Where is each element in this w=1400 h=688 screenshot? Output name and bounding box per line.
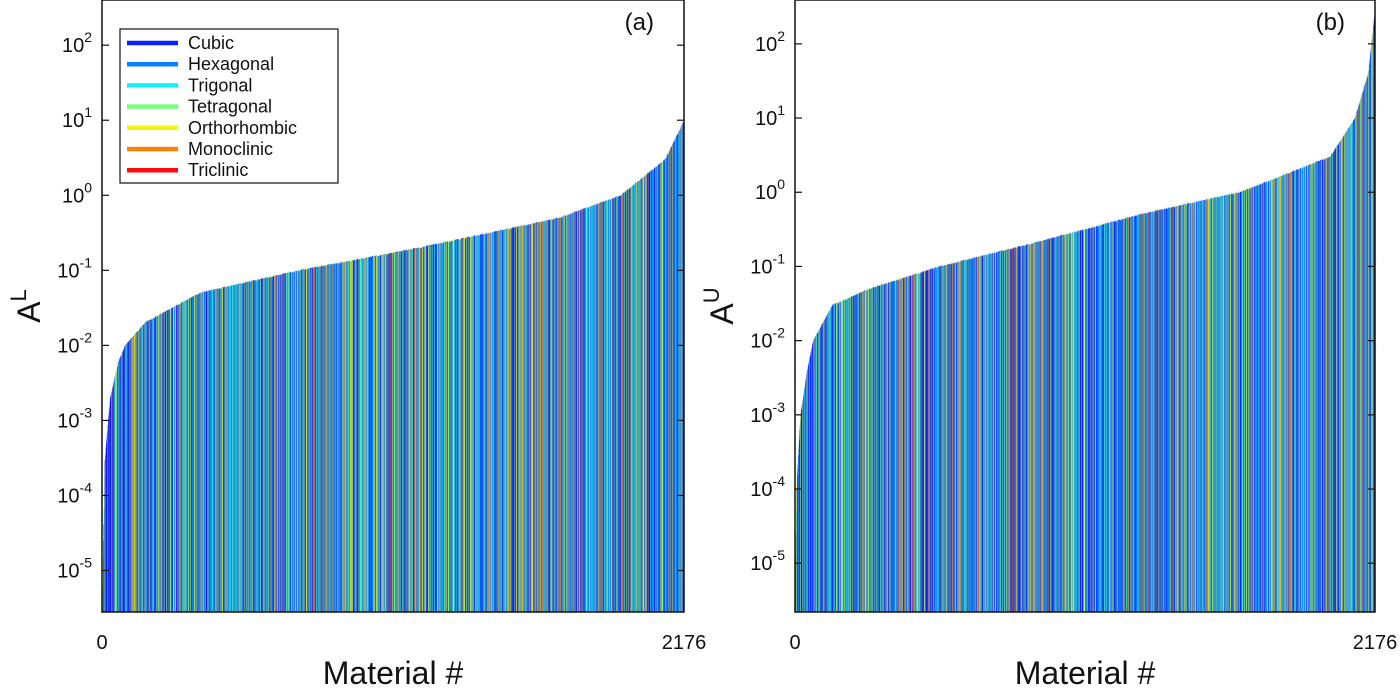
y-tick-label: 10-3 xyxy=(57,404,92,432)
y-tick-label: 10-1 xyxy=(750,250,785,278)
y-tick-exponent: 1 xyxy=(84,104,92,120)
y-tick-label: 102 xyxy=(62,29,92,57)
y-tick-label: 100 xyxy=(755,176,785,204)
bars xyxy=(102,121,685,613)
y-tick-label: 10-3 xyxy=(750,399,785,427)
legend-label: Hexagonal xyxy=(188,54,274,74)
y-axis-label-base: A xyxy=(11,301,47,323)
legend-label: Orthorhombic xyxy=(188,118,297,138)
y-tick-label: 10-4 xyxy=(750,473,785,501)
y-tick-exponent: -5 xyxy=(80,555,93,571)
y-tick-label: 100 xyxy=(62,179,92,207)
y-tick-exponent: -5 xyxy=(773,547,786,563)
y-tick-exponent: -4 xyxy=(80,479,93,495)
plot-frame xyxy=(794,0,1376,613)
panel-label: (b) xyxy=(1316,9,1345,36)
y-tick-exponent: -1 xyxy=(80,254,93,270)
y-tick-exponent: -4 xyxy=(773,473,786,489)
x-tick-label-start: 0 xyxy=(789,632,800,654)
x-tick-label-start: 0 xyxy=(96,632,107,654)
legend-label: Triclinic xyxy=(188,160,248,180)
legend-label: Trigonal xyxy=(188,75,252,95)
y-tick-exponent: -1 xyxy=(773,250,786,266)
y-tick-label: 102 xyxy=(755,28,785,56)
y-tick-exponent: 0 xyxy=(777,176,785,192)
y-tick-exponent: -3 xyxy=(80,404,93,420)
y-tick-exponent: -2 xyxy=(80,329,93,345)
y-tick-exponent: -2 xyxy=(773,325,786,341)
plot-frame xyxy=(101,0,685,613)
x-tick-label-end: 2176 xyxy=(662,632,707,654)
x-tick-label-end: 2176 xyxy=(1353,632,1398,654)
y-axis-label-sup: U xyxy=(699,287,724,303)
y-tick-exponent: 1 xyxy=(777,102,785,118)
y-tick-label: 101 xyxy=(755,102,785,130)
y-axis-label-base: A xyxy=(704,303,740,325)
y-tick-label: 10-5 xyxy=(57,555,92,583)
legend-label: Cubic xyxy=(188,33,234,53)
y-tick-label: 10-1 xyxy=(57,254,92,282)
y-tick-label: 10-2 xyxy=(57,329,92,357)
legend: CubicHexagonalTrigonalTetragonalOrthorho… xyxy=(119,28,339,184)
y-axis-label: AU xyxy=(699,287,740,324)
y-tick-exponent: 2 xyxy=(777,28,785,44)
y-axis-label: AL xyxy=(6,289,47,323)
y-tick-label: 10-4 xyxy=(57,479,92,507)
legend-label: Monoclinic xyxy=(188,139,273,159)
y-tick-exponent: 2 xyxy=(84,29,92,45)
y-axis-label-sup: L xyxy=(6,289,31,301)
legend-label: Tetragonal xyxy=(188,97,272,117)
x-axis-label: Material # xyxy=(323,655,464,688)
y-tick-label: 10-2 xyxy=(750,325,785,353)
y-tick-exponent: 0 xyxy=(84,179,92,195)
x-axis-label: Material # xyxy=(1015,655,1156,688)
y-tick-label: 10-5 xyxy=(750,547,785,575)
panel-label: (a) xyxy=(625,9,654,36)
bars xyxy=(795,10,1376,613)
y-tick-label: 101 xyxy=(62,104,92,132)
y-tick-exponent: -3 xyxy=(773,399,786,415)
